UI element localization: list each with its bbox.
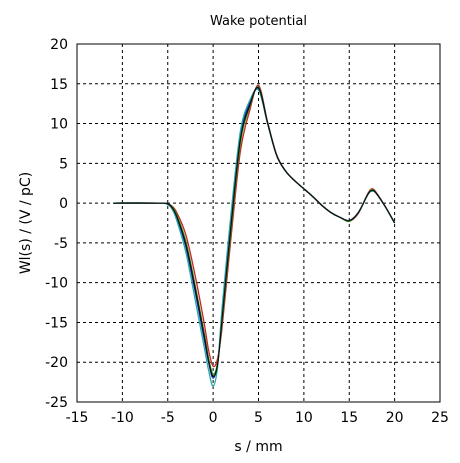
x-tick-label: -15	[66, 410, 89, 426]
y-tick-label: -5	[54, 236, 68, 252]
chart-title: Wake potential	[210, 14, 307, 29]
x-tick-label: -5	[161, 410, 175, 426]
plot-frame	[76, 43, 441, 403]
y-tick-label: -25	[45, 395, 68, 411]
series-layer	[113, 84, 396, 387]
y-tick-label: 20	[50, 37, 68, 53]
x-tick-label: 20	[386, 410, 404, 426]
grid-layer	[77, 44, 440, 402]
x-tick-label: -10	[111, 410, 134, 426]
y-tick-label: 5	[59, 156, 68, 172]
x-tick-labels: -15 -10 -5 0 5 10 15 20 25	[66, 410, 449, 426]
x-tick-label: 0	[209, 410, 218, 426]
y-tick-label: -10	[45, 276, 68, 292]
y-tick-label: 0	[59, 196, 68, 212]
y-tick-labels: -25 -20 -15 -10 -5 0 5 10 15 20	[45, 37, 68, 411]
x-tick-label: 15	[340, 410, 358, 426]
y-tick-label: -20	[45, 355, 68, 371]
x-tick-label: 10	[295, 410, 313, 426]
y-tick-label: -15	[45, 315, 68, 331]
x-tick-label: 5	[254, 410, 263, 426]
series-line-5	[113, 86, 396, 378]
x-axis-label: s / mm	[234, 439, 282, 455]
x-tick-label: 25	[431, 410, 449, 426]
y-tick-label: 15	[50, 77, 68, 93]
y-axis-label: Wl(s) / (V / pC)	[18, 172, 34, 274]
y-tick-label: 10	[50, 117, 68, 133]
